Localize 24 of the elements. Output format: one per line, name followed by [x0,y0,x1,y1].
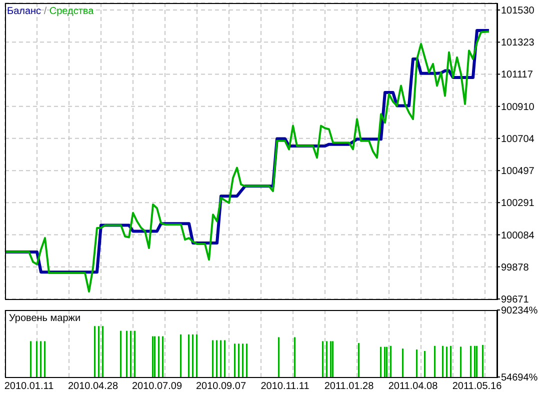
y-tick-label: 99878 [501,262,530,274]
y-tick-label: 101117 [501,70,534,81]
text: Баланс [7,6,42,17]
text: Средства [49,6,94,17]
annotation: / [42,6,48,17]
y-tick-label: 54694% [501,372,538,384]
x-tick-label: 2010.11.11 [260,381,310,392]
x-tick-label: 2011.05.16 [452,381,502,392]
x-tick-label: 2011.01.28 [324,381,374,392]
x-tick-label: 2010.07.09 [132,381,182,392]
y-tick-label: 100497 [501,166,535,178]
chart-title: Уровень маржи [9,313,81,324]
y-tick-label: 100704 [501,134,535,145]
y-tick-label: 100084 [501,230,535,242]
x-tick-label: 2010.01.11 [4,381,54,392]
y-tick-label: 99671 [501,294,530,306]
y-tick-label: 101530 [501,5,535,16]
x-tick-label: 2011.04.08 [388,381,438,392]
y-tick-label: 101323 [501,38,535,49]
y-tick-label: 90234% [501,306,538,316]
x-tick-label: 2010.04.28 [68,381,118,392]
x-tick-label: 2010.09.07 [196,381,246,392]
y-tick-label: 100910 [501,102,535,113]
y-tick-label: 100291 [501,198,535,210]
